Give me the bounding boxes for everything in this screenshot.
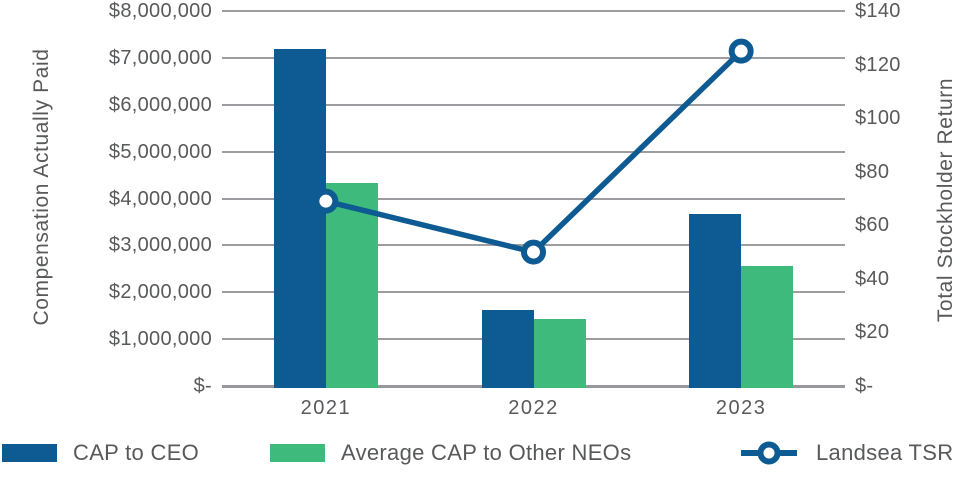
tsr-marker-2021 [313, 188, 339, 214]
left-axis-tick-label: $7,000,000 [108, 46, 212, 69]
bar-avg-cap-neo-2021 [325, 183, 378, 388]
left-axis-tick-label: $6,000,000 [108, 93, 212, 116]
legend-swatch-average-cap-icon [270, 444, 325, 462]
bar-cap-ceo-2021 [273, 48, 326, 388]
right-axis-tick-label: $140 [855, 0, 901, 22]
gridline [222, 10, 845, 12]
gridline [222, 197, 845, 200]
left-axis-tick-label: $1,000,000 [108, 328, 212, 351]
tsr-marker-2023 [728, 38, 754, 64]
left-axis-tick-label: $2,000,000 [108, 281, 212, 304]
legend-item-cap-to-ceo: CAP to CEO [2, 436, 199, 470]
legend-item-average-cap-to-other-neos: Average CAP to Other NEOs [270, 436, 631, 470]
legend-label-cap-to-ceo: CAP to CEO [73, 440, 200, 465]
right-axis-tick-label: $100 [855, 107, 901, 130]
left-axis-tick-label: $- [193, 375, 212, 397]
legend-swatch-cap-to-ceo-icon [2, 444, 57, 462]
right-axis-title: Total Stockholder Return [934, 77, 957, 323]
bar-avg-cap-neo-2022 [533, 318, 586, 388]
plot-area [222, 10, 845, 388]
legend: CAP to CEO Average CAP to Other NEOs Lan… [0, 436, 972, 470]
x-axis-label-2022: 2022 [508, 397, 559, 419]
right-axis-tick-label: $80 [855, 160, 890, 183]
gridline [222, 103, 845, 106]
legend-item-landsea-tsr: Landsea TSR [740, 436, 953, 470]
right-axis-tick-label: $- [855, 375, 874, 397]
x-axis-label-2023: 2023 [715, 397, 767, 419]
tsr-line-series [313, 38, 754, 265]
legend-line-marker-icon [740, 439, 798, 467]
right-axis-tick-label: $120 [855, 53, 901, 76]
bar-cap-ceo-2023 [689, 213, 742, 388]
gridline [222, 56, 845, 59]
tsr-marker-2022 [521, 239, 546, 265]
right-axis-tick-label: $20 [855, 321, 890, 344]
left-axis-tick-label: $8,000,000 [108, 0, 212, 22]
tsr-line [325, 49, 744, 256]
left-axis-tick-label: $5,000,000 [108, 140, 212, 163]
bar-avg-cap-neo-2023 [741, 266, 794, 388]
gridline [222, 150, 845, 153]
right-axis-tick-label: $40 [855, 267, 890, 290]
legend-label-average-cap: Average CAP to Other NEOs [341, 440, 632, 465]
gridline [222, 291, 845, 294]
right-axis-tick-label: $60 [855, 214, 890, 237]
left-axis-tick-label: $3,000,000 [108, 234, 212, 257]
bar-cap-ceo-2022 [481, 309, 534, 388]
left-axis-tick-label: $4,000,000 [108, 187, 212, 210]
legend-label-landsea-tsr: Landsea TSR [816, 440, 954, 465]
x-axis-label-2021: 2021 [300, 397, 352, 419]
